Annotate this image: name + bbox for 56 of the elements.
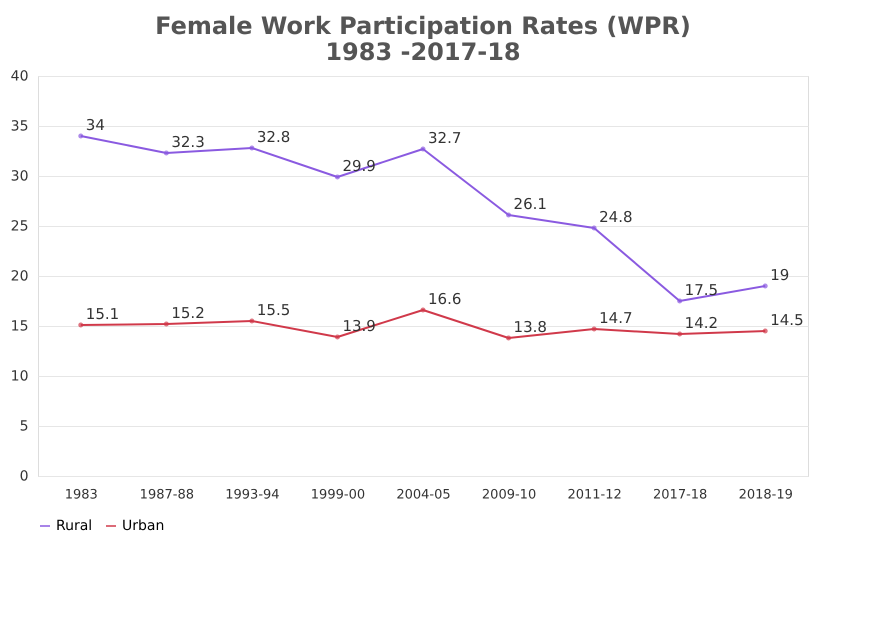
point [677,332,682,336]
x-tick-label: 1983 [64,488,98,502]
point [78,134,84,138]
data-label: 14.7 [599,309,633,327]
x-tick-label: 1999-00 [310,488,366,502]
point [420,146,426,152]
data-label: 15.5 [256,301,290,319]
point [762,328,768,334]
y-tick-label: 25 [10,218,28,234]
x-tick-label: 2004-05 [396,488,451,502]
point [506,212,512,218]
y-tick-label: 30 [10,168,28,184]
y-tick-label: 15 [10,318,28,334]
data-label: 19 [770,266,790,284]
data-label: 32.8 [256,128,290,146]
y-tick-label: 20 [10,268,28,284]
text: Female Work Participation Rates (WPR) [155,12,691,40]
data-label: 26.1 [514,195,547,213]
point [164,322,169,326]
legend-label: Rural [56,518,92,534]
y-tick-label: 5 [20,418,28,434]
point [249,318,254,324]
x-tick-label: 1993-94 [225,488,280,502]
point [762,284,768,288]
y-tick-label: 10 [10,368,28,384]
data-label: 17.5 [684,281,718,299]
data-label: 24.8 [599,208,633,226]
point [506,336,512,340]
point [164,150,169,156]
data-label: 16.6 [428,290,462,308]
x-tick-label: 2017-18 [653,488,708,502]
x-tick-label: 2009-10 [482,488,536,502]
text: 1983 -2017-18 [325,38,521,66]
point [677,298,682,304]
y-tick-label: 0 [20,468,28,484]
x-tick-label: 2011-12 [567,488,622,502]
data-label: 15.2 [171,304,205,322]
point [592,326,597,332]
data-label: 34 [86,116,105,134]
point [334,334,340,340]
point [78,322,84,328]
data-label: 32.7 [428,129,462,147]
point [334,174,340,180]
data-label: 14.2 [684,314,718,332]
x-tick-label: 1987-88 [140,488,194,502]
point [249,146,254,150]
y-tick-label: 35 [10,118,28,134]
data-label: 14.5 [770,311,804,329]
data-label: 13.8 [514,318,547,336]
x-tick-label: 2018-19 [738,488,793,502]
point [592,226,597,230]
y-tick-label: 40 [10,68,28,84]
point [420,308,426,312]
data-label: 15.1 [86,305,120,323]
data-label: 32.3 [171,133,205,151]
legend-label: Urban [122,518,164,534]
